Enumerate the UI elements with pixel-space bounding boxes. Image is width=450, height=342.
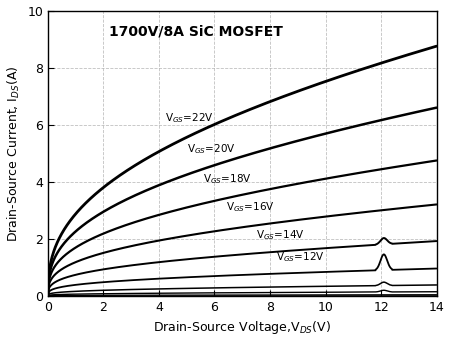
Text: V$_{GS}$=22V: V$_{GS}$=22V xyxy=(165,111,213,124)
Y-axis label: Drain-Source Current, I$_{DS}$(A): Drain-Source Current, I$_{DS}$(A) xyxy=(5,65,22,241)
X-axis label: Drain-Source Voltage,V$_{DS}$(V): Drain-Source Voltage,V$_{DS}$(V) xyxy=(153,319,331,337)
Text: V$_{GS}$=16V: V$_{GS}$=16V xyxy=(225,201,274,214)
Text: V$_{GS}$=14V: V$_{GS}$=14V xyxy=(256,228,305,241)
Text: V$_{GS}$=12V: V$_{GS}$=12V xyxy=(275,250,324,264)
Text: V$_{GS}$=18V: V$_{GS}$=18V xyxy=(203,172,252,186)
Text: V$_{GS}$=20V: V$_{GS}$=20V xyxy=(187,142,235,156)
Text: 1700V/8A SiC MOSFET: 1700V/8A SiC MOSFET xyxy=(109,25,283,39)
